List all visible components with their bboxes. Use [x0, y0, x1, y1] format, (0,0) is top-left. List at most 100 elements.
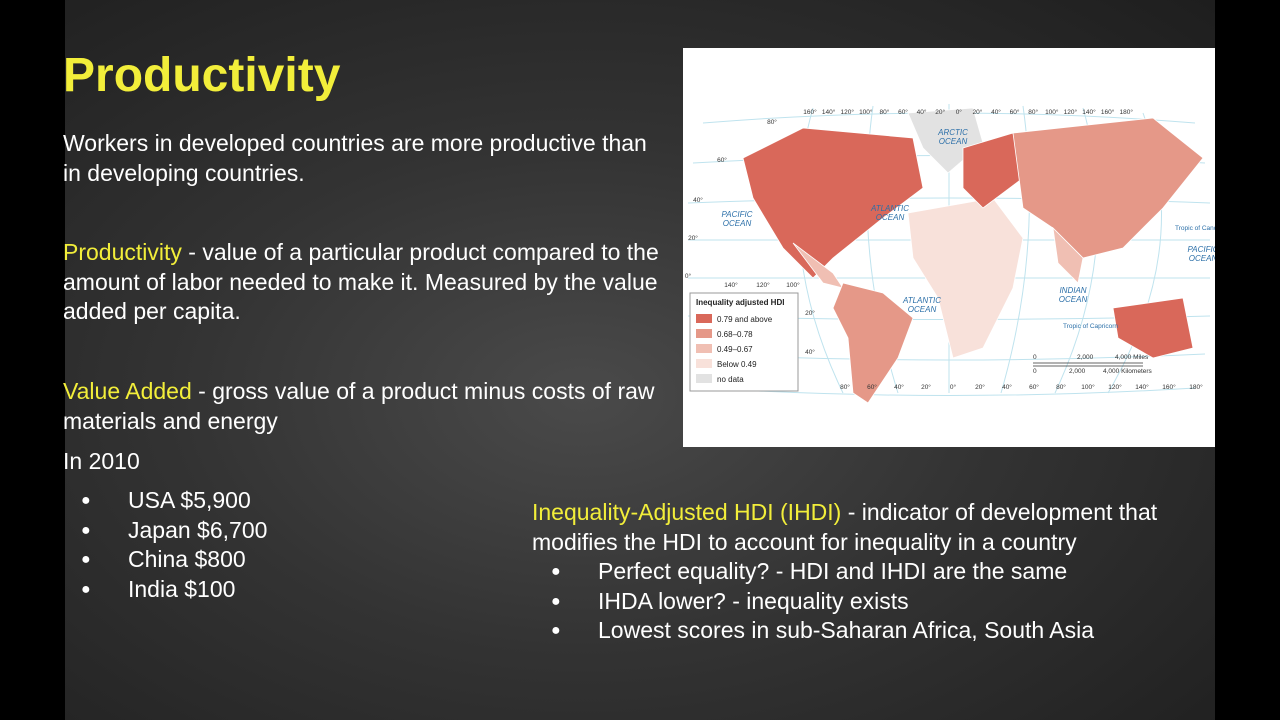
title: Productivity	[63, 49, 341, 102]
latitude-label: 80°	[767, 118, 777, 126]
longitude-label: 60°	[867, 383, 877, 391]
ocean-label: PACIFIC	[1188, 245, 1215, 254]
tropic-label: Tropic of Cancer	[1175, 225, 1215, 232]
latitude-label: 20°	[805, 309, 815, 317]
definition-text: - value of a particular product compared…	[63, 239, 659, 324]
longitude-label: 100°	[1045, 108, 1059, 116]
latitude-label: 40°	[805, 348, 815, 356]
scale-label: 4,000 Kilometers	[1103, 368, 1153, 375]
legend-swatch	[696, 359, 712, 368]
longitude-label: 180°	[1189, 383, 1203, 391]
longitude-label: 20°	[975, 383, 985, 391]
tropic-label: Tropic of Capricorn	[1063, 323, 1118, 330]
bullet: Lowest scores in sub-Saharan Africa, Sou…	[535, 616, 1094, 646]
legend-label: 0.68–0.78	[717, 330, 753, 339]
legend-swatch	[696, 374, 712, 383]
ocean-label: OCEAN	[876, 213, 905, 222]
latitude-label: 100°	[786, 281, 800, 289]
legend-label: Below 0.49	[717, 360, 757, 369]
ihdi-definition: Inequality-Adjusted HDI (IHDI) - indicat…	[532, 498, 1182, 557]
ocean-label: OCEAN	[723, 219, 752, 228]
longitude-label: 0°	[956, 108, 963, 116]
legend-label: 0.79 and above	[717, 315, 773, 324]
longitude-label: 80°	[1056, 383, 1066, 391]
scale-label: 0	[1033, 368, 1037, 375]
legend-label: 0.49–0.67	[717, 345, 753, 354]
ocean-label: PACIFIC	[722, 210, 753, 219]
intro: Workers in developed countries are more …	[63, 130, 647, 186]
longitude-label: 80°	[1028, 108, 1038, 116]
latitude-label: 0°	[685, 272, 692, 280]
longitude-label: 20°	[935, 108, 945, 116]
legend-title: Inequality adjusted HDI	[696, 298, 784, 307]
longitude-label: 40°	[894, 383, 904, 391]
longitude-label: 40°	[1002, 383, 1012, 391]
ocean-label: ARCTIC	[937, 128, 968, 137]
landmasses	[742, 107, 1204, 404]
legend-label: no data	[717, 375, 744, 384]
longitude-label: 120°	[1064, 108, 1078, 116]
year-heading: In 2010	[63, 448, 140, 474]
longitude-label: 100°	[1081, 383, 1095, 391]
longitude-label: 140°	[1135, 383, 1149, 391]
bullet: IHDA lower? - inequality exists	[535, 587, 1094, 617]
longitude-label: 20°	[972, 108, 982, 116]
map-labels: 160° 140° 120° 100° 80° 60° 40° 20° 0° 20° 40° 60° 8…	[685, 108, 1215, 391]
latitude-label: 40°	[693, 196, 703, 204]
legend-swatch	[696, 329, 712, 338]
legend-swatch	[696, 314, 712, 323]
term: Value Added	[63, 378, 192, 404]
bullet-list: USA $5,900Japan $6,700China $800India $1…	[65, 486, 267, 604]
ocean-label: OCEAN	[1189, 254, 1215, 263]
bullet: India $100	[65, 575, 267, 605]
longitude-label: 60°	[1010, 108, 1020, 116]
hdi-map: 160° 140° 120° 100° 80° 60° 40° 20° 0° 20° 40° 60° 8…	[683, 48, 1215, 447]
longitude-label: 80°	[879, 108, 889, 116]
longitude-label: 100°	[859, 108, 873, 116]
ocean-label: OCEAN	[1059, 295, 1088, 304]
bullet: USA $5,900	[65, 486, 267, 516]
longitude-label: 60°	[1029, 383, 1039, 391]
latitude-label: 20°	[688, 234, 698, 242]
longitude-label: 20°	[921, 383, 931, 391]
definition-text: - gross value of a product minus costs o…	[63, 378, 655, 434]
bullet-list: Perfect equality? - HDI and IHDI are the…	[535, 557, 1094, 646]
longitude-label: 140°	[822, 108, 836, 116]
bullet: Perfect equality? - HDI and IHDI are the…	[535, 557, 1094, 587]
term: Inequality-Adjusted HDI (IHDI)	[532, 499, 842, 525]
ocean-label: OCEAN	[908, 305, 937, 314]
longitude-label: 140°	[1082, 108, 1096, 116]
latitude-label: 140°	[724, 281, 738, 289]
longitude-label: 40°	[917, 108, 927, 116]
scale-label: 2,000	[1069, 368, 1086, 375]
longitude-label: 120°	[1108, 383, 1122, 391]
longitude-label: 120°	[840, 108, 854, 116]
slide: Productivity Workers in developed countr…	[63, 0, 1215, 720]
latitude-label: 120°	[756, 281, 770, 289]
definition-text: - indicator of development that modifies…	[532, 499, 1158, 555]
definition: Productivity - value of a particular pro…	[63, 238, 663, 327]
term: Productivity	[63, 239, 182, 265]
longitude-label: 40°	[991, 108, 1001, 116]
longitude-label: 80°	[840, 383, 850, 391]
scale-bar	[1033, 362, 1143, 367]
scale-label: 4,000 Miles	[1115, 354, 1149, 361]
ocean-label: ATLANTIC	[902, 296, 941, 305]
scale-label: 0	[1033, 354, 1037, 361]
longitude-label: 0°	[950, 383, 957, 391]
longitude-label: 160°	[1101, 108, 1115, 116]
longitude-label: 160°	[1162, 383, 1176, 391]
ocean-label: ATLANTIC	[870, 204, 909, 213]
longitude-label: 60°	[898, 108, 908, 116]
scale-label: 2,000	[1077, 354, 1094, 361]
legend-swatch	[696, 344, 712, 353]
bullet: Japan $6,700	[65, 516, 267, 546]
latitude-label: 60°	[717, 156, 727, 164]
ocean-label: OCEAN	[939, 137, 968, 146]
bullet: China $800	[65, 545, 267, 575]
longitude-label: 180°	[1119, 108, 1133, 116]
longitude-label: 160°	[803, 108, 817, 116]
definition: Value Added - gross value of a product m…	[63, 377, 668, 436]
ocean-label: INDIAN	[1059, 286, 1086, 295]
